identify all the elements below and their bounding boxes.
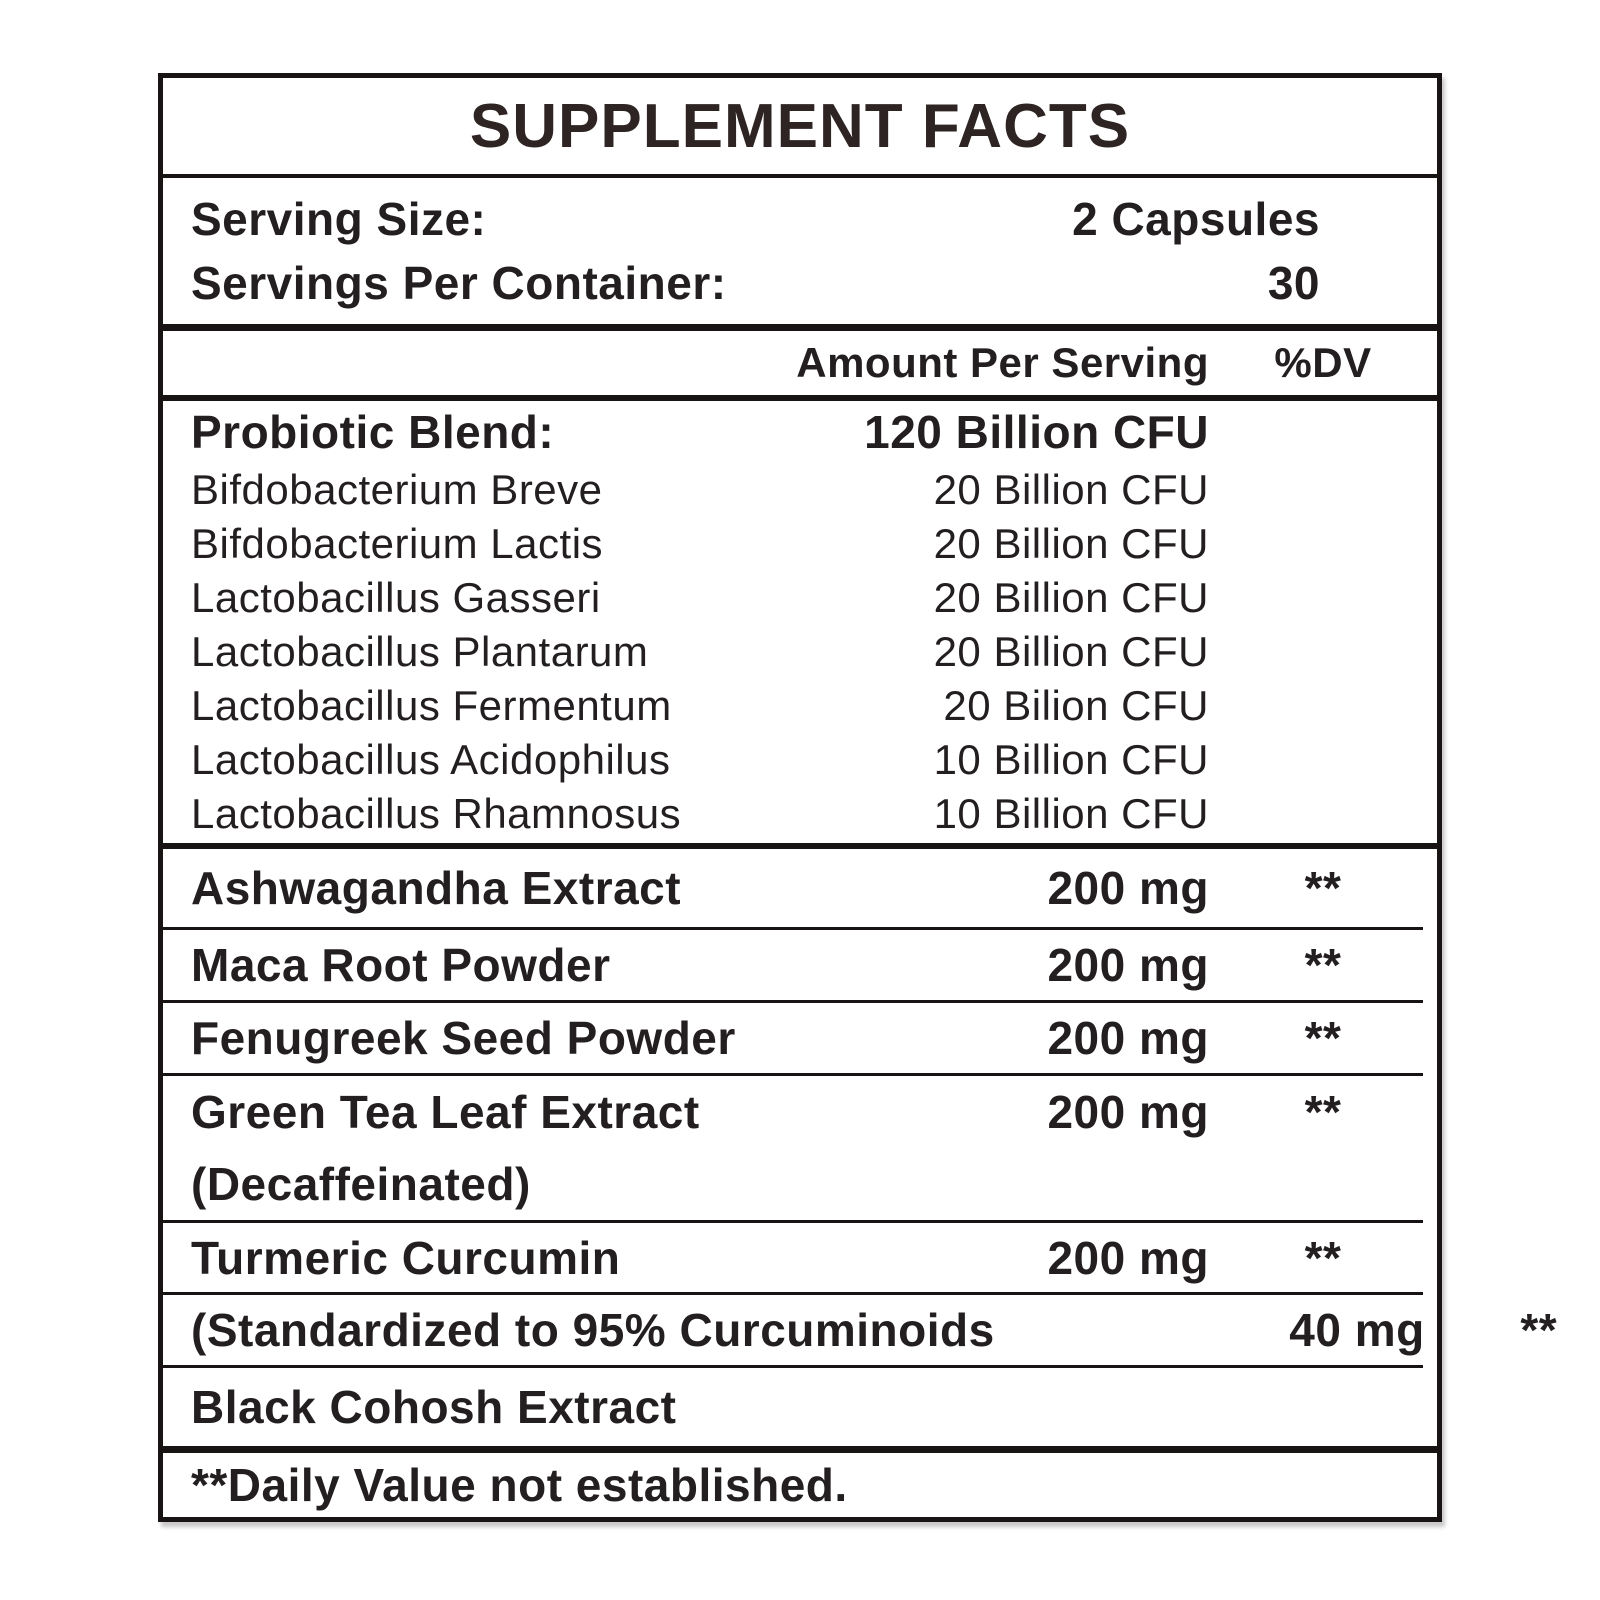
daily-value-footnote: **Daily Value not established. bbox=[191, 1459, 848, 1511]
strain-name: Lactobacillus Gasseri bbox=[191, 574, 601, 621]
ingredient-name: Green Tea Leaf Extract (Decaffeinated) bbox=[163, 1076, 779, 1220]
probiotic-blend-row: Probiotic Blend: 120 Billion CFU bbox=[163, 401, 1437, 463]
ingredient-row-black-cohosh: Black Cohosh Extract bbox=[163, 1368, 1437, 1446]
probiotic-blend-name: Probiotic Blend: bbox=[191, 406, 555, 458]
strain-amount: 10 Billion CFU bbox=[933, 790, 1209, 837]
ingredient-name-line2: (Decaffeinated) bbox=[191, 1158, 531, 1210]
servings-per-container-label: Servings Per Container: bbox=[191, 257, 727, 309]
supplement-facts-label: SUPPLEMENT FACTS Serving Size: 2 Capsule… bbox=[158, 73, 1557, 1522]
ingredient-row-fenugreek: Fenugreek Seed Powder 200 mg ** bbox=[163, 1003, 1437, 1073]
ingredient-row-standardized-curcuminoids: (Standardized to 95% Curcuminoids 40 mg … bbox=[163, 1295, 1557, 1365]
serving-section: Serving Size: 2 Capsules Servings Per Co… bbox=[163, 178, 1437, 331]
ingredient-dv: ** bbox=[1304, 1231, 1342, 1284]
probiotic-blend-section: Probiotic Blend: 120 Billion CFU Bifdoba… bbox=[163, 401, 1437, 849]
servings-per-container-row: Servings Per Container: 30 bbox=[191, 256, 1320, 310]
strain-name: Bifdobacterium Lactis bbox=[191, 520, 604, 567]
strain-amount: 20 Billion CFU bbox=[933, 574, 1209, 621]
row-divider bbox=[163, 1292, 1423, 1295]
row-divider bbox=[163, 927, 1423, 930]
strain-name: Lactobacillus Fermentum bbox=[191, 682, 672, 729]
serving-size-value: 2 Capsules bbox=[1072, 193, 1320, 245]
title-section: SUPPLEMENT FACTS bbox=[163, 78, 1437, 178]
ingredient-amount: 200 mg bbox=[1047, 862, 1209, 914]
dv-header: %DV bbox=[1274, 339, 1372, 386]
ingredient-dv: ** bbox=[1304, 862, 1342, 914]
ingredient-amount: 200 mg bbox=[1047, 1012, 1209, 1064]
strain-amount: 20 Billion CFU bbox=[933, 520, 1209, 567]
ingredient-dv: ** bbox=[1304, 1086, 1342, 1138]
ingredient-row-turmeric: Turmeric Curcumin 200 mg ** bbox=[163, 1223, 1437, 1292]
footnote-section: **Daily Value not established. bbox=[163, 1446, 1437, 1517]
strain-row: Lactobacillus Acidophilus 10 Billion CFU bbox=[163, 733, 1437, 787]
ingredient-name: Black Cohosh Extract bbox=[191, 1381, 677, 1433]
strain-amount: 10 Billion CFU bbox=[933, 736, 1209, 783]
ingredient-dv: ** bbox=[1304, 1012, 1342, 1064]
ingredient-dv: ** bbox=[1520, 1304, 1558, 1356]
strain-row: Bifdobacterium Lactis 20 Billion CFU bbox=[163, 517, 1437, 571]
strain-row: Lactobacillus Fermentum 20 Bilion CFU bbox=[163, 679, 1437, 733]
label-title: SUPPLEMENT FACTS bbox=[469, 91, 1131, 161]
row-divider bbox=[163, 1000, 1423, 1003]
strain-name: Lactobacillus Rhamnosus bbox=[191, 790, 682, 837]
strain-name: Lactobacillus Acidophilus bbox=[191, 736, 671, 783]
strain-row: Lactobacillus Gasseri 20 Billion CFU bbox=[163, 571, 1437, 625]
row-divider bbox=[163, 1073, 1423, 1076]
strain-row: Lactobacillus Plantarum 20 Billion CFU bbox=[163, 625, 1437, 679]
ingredient-row-green-tea: Green Tea Leaf Extract (Decaffeinated) 2… bbox=[163, 1076, 1437, 1220]
serving-size-label: Serving Size: bbox=[191, 193, 487, 245]
strain-name: Bifdobacterium Breve bbox=[191, 466, 603, 513]
serving-size-row: Serving Size: 2 Capsules bbox=[191, 192, 1320, 246]
ingredient-amount: 200 mg bbox=[1047, 939, 1209, 991]
ingredient-amount: 200 mg bbox=[1047, 1086, 1209, 1138]
ingredient-amount: 200 mg bbox=[1047, 1231, 1209, 1284]
ingredient-name: Turmeric Curcumin bbox=[191, 1231, 621, 1284]
strain-amount: 20 Billion CFU bbox=[933, 466, 1209, 513]
strain-row: Lactobacillus Rhamnosus 10 Billion CFU bbox=[163, 787, 1437, 841]
probiotic-blend-amount: 120 Billion CFU bbox=[864, 406, 1209, 458]
strain-name: Lactobacillus Plantarum bbox=[191, 628, 649, 675]
ingredient-dv: ** bbox=[1304, 939, 1342, 991]
amount-per-serving-header: Amount Per Serving bbox=[796, 339, 1209, 386]
ingredient-row-maca: Maca Root Powder 200 mg ** bbox=[163, 930, 1437, 1000]
ingredient-name-line1: Green Tea Leaf Extract bbox=[191, 1086, 700, 1138]
column-header-row: Amount Per Serving %DV bbox=[163, 331, 1437, 401]
strain-row: Bifdobacterium Breve 20 Billion CFU bbox=[163, 463, 1437, 517]
ingredient-name: (Standardized to 95% Curcuminoids bbox=[191, 1304, 995, 1356]
row-divider bbox=[163, 1220, 1423, 1223]
servings-per-container-value: 30 bbox=[1267, 257, 1320, 309]
ingredient-name: Ashwagandha Extract bbox=[191, 862, 682, 914]
strain-amount: 20 Billion CFU bbox=[933, 628, 1209, 675]
ingredient-row-ashwagandha: Ashwagandha Extract 200 mg ** bbox=[163, 849, 1437, 927]
ingredient-name: Maca Root Powder bbox=[191, 939, 611, 991]
strain-amount: 20 Bilion CFU bbox=[943, 682, 1209, 729]
row-divider bbox=[163, 1365, 1423, 1368]
ingredient-amount: 40 mg bbox=[1289, 1304, 1425, 1356]
ingredient-name: Fenugreek Seed Powder bbox=[191, 1012, 736, 1064]
